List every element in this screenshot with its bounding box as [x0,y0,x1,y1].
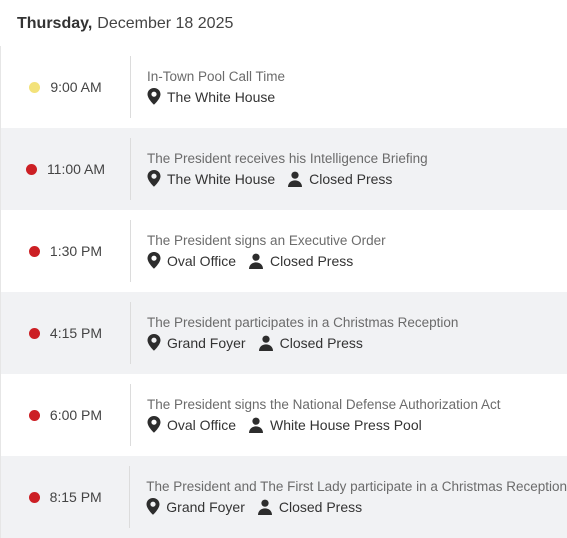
event-row[interactable]: 9:00 AM In-Town Pool Call Time The White… [0,46,567,128]
event-press-label: Closed Press [270,252,354,269]
event-row[interactable]: 11:00 AM The President receives his Inte… [0,128,567,210]
event-time: 11:00 AM [46,161,106,177]
event-location: Grand Foyer [147,334,246,351]
map-pin-icon [147,170,167,187]
status-dot [28,327,40,339]
schedule-list: 9:00 AM In-Town Pool Call Time The White… [0,46,567,538]
event-location: Oval Office [147,252,236,269]
event-location-label: Oval Office [167,416,236,433]
event-meta: Grand Foyer Closed Press [147,334,567,351]
person-icon [248,417,270,433]
map-pin-icon [146,498,166,515]
event-press-label: Closed Press [279,334,363,351]
divider [130,384,131,446]
event-time: 9:00 AM [50,79,102,95]
person-icon [258,335,280,351]
event-press: Closed Press [257,499,362,515]
map-pin-icon [147,252,167,269]
event-press: Closed Press [287,171,392,187]
event-time-cell: 6:00 PM [1,374,130,456]
divider [130,302,131,364]
event-time: 4:15 PM [49,325,103,341]
event-meta: Oval Office White House Press Pool [147,416,567,433]
event-location: The White House [147,170,275,187]
map-pin-icon [147,88,167,105]
status-dot [25,163,37,175]
event-location-label: The White House [167,88,276,105]
status-dot [28,409,40,421]
event-row[interactable]: 8:15 PM The President and The First Lady… [0,456,567,538]
event-details: The President receives his Intelligence … [131,128,567,210]
event-location: Grand Foyer [146,498,245,515]
day-header: Thursday, December 18 2025 [0,0,567,46]
event-meta: Oval Office Closed Press [147,252,567,269]
event-meta: The White House Closed Press [147,170,567,187]
event-meta: The White House [147,88,567,105]
event-press-label: Closed Press [309,170,393,187]
event-time-cell: 9:00 AM [1,46,130,128]
event-time: 8:15 PM [49,489,102,505]
event-location-label: The White House [167,170,276,187]
event-row[interactable]: 4:15 PM The President participates in a … [0,292,567,374]
event-title[interactable]: The President signs an Executive Order [147,233,386,248]
map-pin-icon [147,334,167,351]
event-location-label: Grand Foyer [166,498,245,515]
divider [130,56,131,118]
event-location: The White House [147,88,275,105]
event-meta: Grand Foyer Closed Press [146,498,567,515]
status-dot [28,491,40,503]
divider [130,220,131,282]
event-details: In-Town Pool Call Time The White House [131,46,567,128]
event-time: 1:30 PM [49,243,103,259]
event-press-label: White House Press Pool [270,416,422,433]
event-press: Closed Press [258,335,363,351]
event-title[interactable]: The President signs the National Defense… [147,397,501,412]
event-details: The President and The First Lady partici… [130,456,567,538]
event-title[interactable]: The President and The First Lady partici… [146,479,567,494]
event-row[interactable]: 1:30 PM The President signs an Executive… [0,210,567,292]
day-date: December 18 2025 [97,15,234,32]
event-location-label: Oval Office [167,252,236,269]
event-press: White House Press Pool [248,417,422,433]
event-time-cell: 11:00 AM [1,128,130,210]
event-press: Closed Press [248,253,353,269]
divider [130,138,131,200]
event-details: The President participates in a Christma… [131,292,567,374]
event-details: The President signs the National Defense… [131,374,567,456]
map-pin-icon [147,416,167,433]
event-location: Oval Office [147,416,236,433]
event-time: 6:00 PM [49,407,103,423]
status-dot [29,81,41,93]
event-title[interactable]: The President participates in a Christma… [147,315,459,330]
event-time-cell: 8:15 PM [1,456,129,538]
event-press-label: Closed Press [278,498,363,515]
day-weekday: Thursday, [17,15,93,32]
status-dot [28,245,40,257]
event-row[interactable]: 6:00 PM The President signs the National… [0,374,567,456]
divider [129,466,131,528]
event-title[interactable]: The President receives his Intelligence … [147,151,428,166]
event-details: The President signs an Executive Order O… [131,210,567,292]
event-time-cell: 4:15 PM [1,292,130,374]
person-icon [257,499,279,515]
event-time-cell: 1:30 PM [1,210,130,292]
person-icon [248,253,270,269]
event-title[interactable]: In-Town Pool Call Time [147,69,286,84]
event-location-label: Grand Foyer [167,334,246,351]
person-icon [287,171,309,187]
